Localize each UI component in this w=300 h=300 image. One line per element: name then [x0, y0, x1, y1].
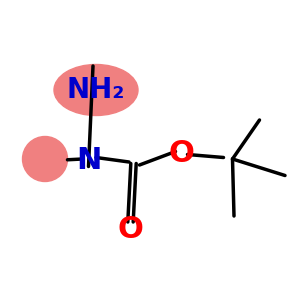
- Text: N: N: [76, 146, 101, 175]
- Text: O: O: [118, 215, 143, 244]
- Ellipse shape: [54, 64, 138, 116]
- Text: O: O: [169, 139, 194, 167]
- Circle shape: [22, 136, 68, 182]
- Text: NH₂: NH₂: [67, 76, 125, 104]
